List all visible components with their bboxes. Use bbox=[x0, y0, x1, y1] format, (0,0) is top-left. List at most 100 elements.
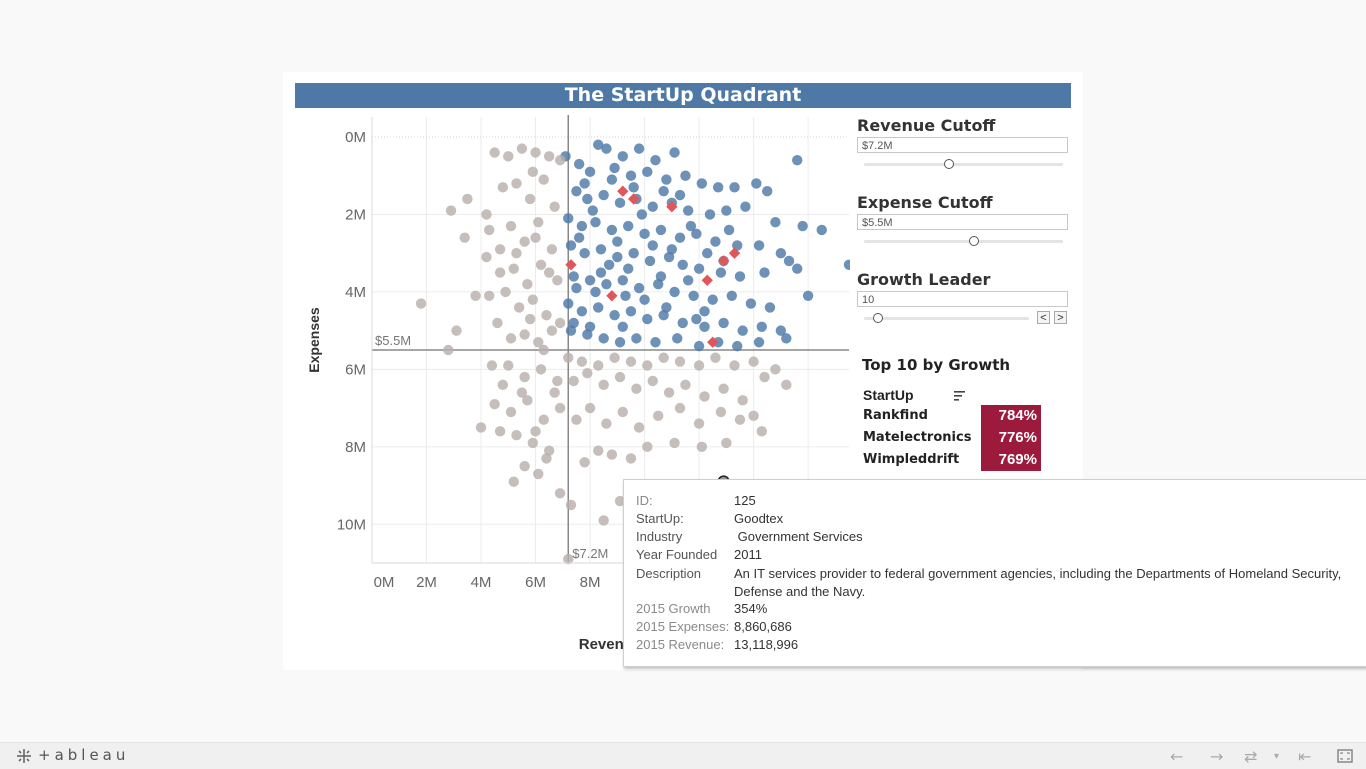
data-point bbox=[770, 217, 781, 228]
data-point bbox=[527, 437, 539, 449]
data-point bbox=[658, 186, 669, 197]
growth-leader-next-button[interactable]: > bbox=[1054, 311, 1067, 324]
data-point bbox=[669, 286, 680, 298]
data-point bbox=[617, 406, 628, 418]
data-point bbox=[530, 232, 541, 243]
data-point bbox=[623, 220, 634, 232]
expense-cutoff-input[interactable]: $5.5M bbox=[857, 214, 1068, 230]
data-point bbox=[541, 309, 552, 321]
data-point bbox=[740, 201, 751, 212]
data-point bbox=[535, 259, 547, 270]
tooltip-label: ID: bbox=[636, 493, 653, 508]
data-point bbox=[688, 290, 699, 301]
data-point bbox=[601, 278, 612, 290]
data-point bbox=[693, 360, 705, 371]
revenue-cutoff-label: Revenue Cutoff bbox=[857, 116, 996, 135]
tooltip-label: Industry bbox=[636, 529, 683, 544]
data-point bbox=[568, 271, 579, 282]
top10-row-name[interactable]: Rankfind bbox=[863, 408, 928, 423]
data-point bbox=[508, 263, 519, 274]
data-point bbox=[511, 178, 522, 189]
data-point bbox=[718, 383, 729, 394]
undo-icon[interactable]: ← bbox=[1170, 747, 1184, 766]
data-point bbox=[783, 255, 795, 267]
revert-icon[interactable]: ⇄ bbox=[1244, 747, 1258, 766]
data-point bbox=[704, 209, 716, 220]
tooltip-label: Description bbox=[636, 566, 702, 581]
data-point bbox=[639, 228, 650, 240]
top10-row-name[interactable]: Matelectronics bbox=[863, 430, 972, 445]
data-point bbox=[644, 255, 656, 267]
data-point bbox=[710, 236, 721, 247]
revenue-cutoff-slider[interactable] bbox=[864, 163, 1063, 166]
tooltip-label: StartUp: bbox=[636, 511, 684, 526]
data-point bbox=[543, 267, 555, 278]
x-tick-label: 8M bbox=[580, 574, 601, 591]
x-tick-label: 2M bbox=[416, 574, 437, 591]
top10-column-header: StartUp bbox=[863, 387, 914, 403]
data-point bbox=[726, 290, 737, 301]
data-point bbox=[563, 213, 574, 224]
data-point bbox=[617, 275, 628, 286]
expense-cutoff-slider[interactable] bbox=[864, 240, 1063, 243]
top10-row-growth[interactable]: 776% bbox=[981, 427, 1041, 449]
top10-title: Top 10 by Growth bbox=[862, 356, 1011, 374]
revert-dropdown-icon[interactable]: ▾ bbox=[1274, 751, 1280, 762]
growth-leader-input[interactable]: 10 bbox=[857, 291, 1068, 307]
data-point bbox=[492, 317, 503, 329]
data-point bbox=[636, 209, 648, 220]
fullscreen-icon[interactable] bbox=[1337, 748, 1353, 764]
data-point bbox=[693, 418, 705, 429]
data-point bbox=[666, 244, 678, 255]
data-point bbox=[655, 271, 667, 282]
data-point bbox=[527, 166, 539, 178]
data-point bbox=[677, 317, 688, 329]
startup-scatter-chart[interactable]: $7.2M $5.5M 0M 2M 4M 6M 8M 10M 0M 2M 4M 6M 8M Expens… bbox=[295, 110, 850, 662]
data-point bbox=[606, 449, 618, 460]
data-point bbox=[582, 193, 593, 205]
data-point bbox=[734, 414, 746, 425]
point-tooltip: ID: 125 StartUp: Goodtex Industry Governme… bbox=[623, 479, 1366, 667]
tooltip-value: Goodtex bbox=[734, 511, 784, 526]
growth-leader-slider-thumb[interactable] bbox=[873, 313, 884, 323]
data-point bbox=[552, 375, 563, 387]
data-point bbox=[505, 220, 517, 232]
top10-row-growth[interactable]: 769% bbox=[981, 449, 1041, 471]
data-point bbox=[685, 220, 697, 232]
data-point bbox=[470, 290, 481, 301]
dashboard-title: The StartUp Quadrant bbox=[295, 83, 1071, 108]
expense-cutoff-slider-thumb[interactable] bbox=[969, 236, 980, 246]
data-point bbox=[623, 263, 634, 274]
redo-icon[interactable]: → bbox=[1210, 747, 1224, 766]
top10-row-name[interactable]: Wimpleddrift bbox=[863, 452, 960, 467]
reset-icon[interactable]: ⇤ bbox=[1298, 747, 1312, 766]
growth-leader-slider[interactable] bbox=[864, 317, 1029, 320]
data-point bbox=[484, 224, 495, 236]
sort-icon[interactable] bbox=[954, 390, 966, 402]
data-point bbox=[535, 364, 547, 375]
x-tick-label: 0M bbox=[374, 574, 395, 591]
data-point bbox=[614, 197, 626, 209]
data-point bbox=[625, 170, 637, 181]
data-point bbox=[516, 387, 528, 398]
data-point bbox=[732, 340, 743, 352]
data-point bbox=[503, 151, 514, 162]
data-point bbox=[533, 337, 544, 348]
y-tick-label: 10M bbox=[337, 516, 366, 533]
data-point bbox=[759, 267, 770, 278]
data-point bbox=[661, 302, 672, 313]
data-point bbox=[563, 553, 574, 565]
data-point bbox=[554, 402, 566, 414]
data-point bbox=[691, 313, 702, 325]
data-point bbox=[601, 418, 612, 429]
tooltip-value: 354% bbox=[734, 601, 768, 616]
top10-row-growth[interactable]: 784% bbox=[981, 405, 1041, 427]
growth-leader-point bbox=[701, 274, 713, 286]
revenue-cutoff-input[interactable]: $7.2M bbox=[857, 137, 1068, 153]
revenue-cutoff-slider-thumb[interactable] bbox=[943, 159, 954, 169]
data-point bbox=[598, 333, 609, 344]
data-point bbox=[650, 155, 661, 166]
tooltip-value: 13,118,996 bbox=[734, 637, 799, 652]
data-point bbox=[753, 337, 765, 348]
growth-leader-prev-button[interactable]: < bbox=[1037, 311, 1050, 324]
